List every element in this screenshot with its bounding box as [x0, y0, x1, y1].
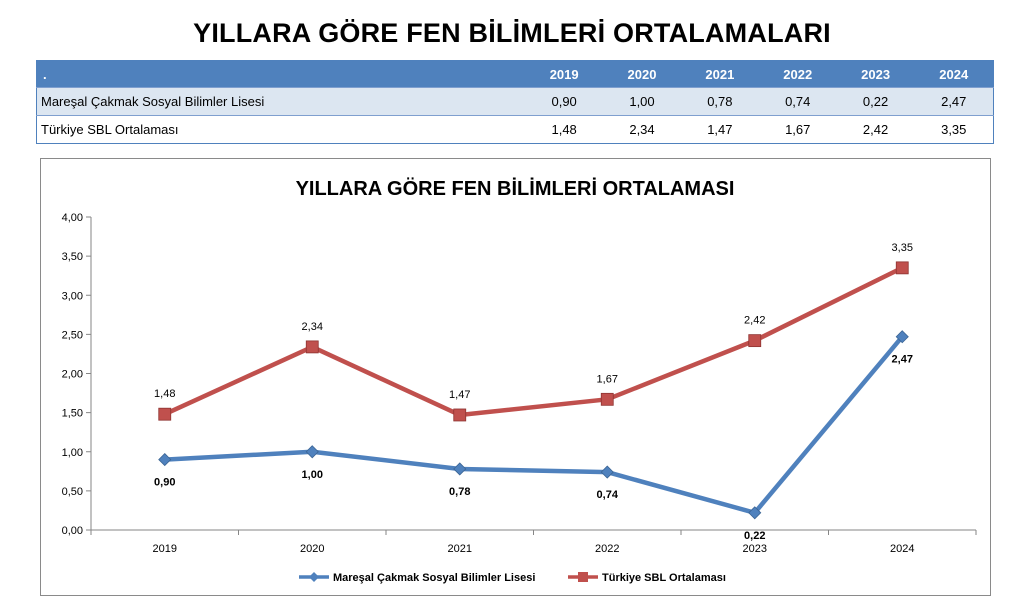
x-tick-label: 2021 [448, 543, 472, 555]
data-label: 0,74 [597, 489, 619, 501]
data-label: 1,00 [302, 469, 323, 481]
series-line [164, 335, 904, 516]
y-tick-label: 2,50 [62, 329, 83, 341]
table-column-header: 2023 [836, 60, 915, 88]
legend-marker-square [578, 572, 588, 582]
y-tick-label: 1,50 [62, 408, 83, 420]
x-tick-label: 2022 [595, 543, 619, 555]
data-point-diamond [895, 330, 909, 344]
chart-title: YILLARA GÖRE FEN BİLİMLERİ ORTALAMASI [296, 177, 735, 200]
x-tick-label: 2024 [890, 543, 914, 555]
data-label: 0,78 [449, 486, 470, 498]
data-label: 2,34 [302, 321, 323, 333]
x-tick-label: 2019 [153, 543, 177, 555]
legend-label: Mareşal Çakmak Sosyal Bilimler Lisesi [333, 572, 535, 584]
table-cell: 0,74 [758, 87, 837, 116]
data-label: 2,47 [892, 354, 913, 366]
x-tick-label: 2020 [300, 543, 324, 555]
data-label: 0,90 [154, 477, 175, 489]
table-cell: 2,47 [914, 87, 994, 116]
data-point-square [600, 392, 614, 406]
data-label: 1,48 [154, 388, 175, 400]
table-column-header: 2022 [758, 60, 837, 88]
table-column-header: 2020 [603, 60, 681, 88]
page-title: YILLARA GÖRE FEN BİLİMLERİ ORTALAMALARI [193, 18, 831, 48]
data-table: . 2019 2020 2021 2022 2023 2024 Mareşal … [36, 60, 994, 144]
data-point-diamond [305, 445, 319, 459]
table-column-header: 2021 [680, 60, 759, 88]
y-tick-label: 4,00 [62, 212, 83, 224]
data-point-diamond [748, 506, 762, 520]
data-point-square [158, 407, 172, 421]
table-corner-cell: . [36, 60, 526, 88]
legend-label: Türkiye SBL Ortalaması [602, 572, 726, 584]
data-point-square [895, 261, 909, 275]
table-cell: 0,22 [836, 87, 915, 116]
table-cell: 2,34 [603, 115, 681, 144]
y-tick-label: 3,50 [62, 251, 83, 263]
legend-marker-diamond [309, 572, 319, 582]
y-tick-label: 3,00 [62, 290, 83, 302]
data-point-square [305, 340, 319, 354]
table-cell: 1,47 [680, 115, 759, 144]
table-cell: 3,35 [914, 115, 994, 144]
x-tick-label: 2023 [743, 543, 767, 555]
y-tick-label: 2,00 [62, 369, 83, 381]
data-label: 0,22 [744, 530, 765, 542]
series-line [163, 265, 904, 418]
data-point-square [453, 408, 467, 422]
data-label: 1,67 [597, 373, 618, 385]
table-column-header: 2019 [525, 60, 604, 88]
table-cell: 0,90 [525, 87, 604, 116]
data-label: 3,35 [892, 242, 913, 254]
data-label: 1,47 [449, 389, 470, 401]
table-row-label: Mareşal Çakmak Sosyal Bilimler Lisesi [36, 87, 526, 116]
data-point-diamond [453, 462, 467, 476]
line-chart: YILLARA GÖRE FEN BİLİMLERİ ORTALAMASI 0,… [62, 177, 977, 584]
data-point-diamond [600, 465, 614, 479]
table-column-header: 2024 [914, 60, 994, 88]
table-cell: 1,48 [525, 115, 604, 144]
data-point-diamond [158, 453, 172, 467]
table-cell: 1,00 [603, 87, 681, 116]
data-point-square [748, 334, 762, 348]
table-row: Türkiye SBL Ortalaması 1,48 2,34 1,47 1,… [36, 115, 994, 144]
table-cell: 0,78 [680, 87, 759, 116]
table-row-label: Türkiye SBL Ortalaması [36, 115, 526, 144]
chart-container: YILLARA GÖRE FEN BİLİMLERİ ORTALAMASI 0,… [40, 158, 991, 596]
y-tick-label: 0,50 [62, 486, 83, 498]
y-tick-label: 0,00 [62, 525, 83, 537]
y-tick-label: 1,00 [62, 447, 83, 459]
table-row: Mareşal Çakmak Sosyal Bilimler Lisesi 0,… [36, 87, 994, 116]
table-cell: 1,67 [758, 115, 837, 144]
table-header-row: . 2019 2020 2021 2022 2023 2024 [36, 60, 994, 88]
table-cell: 2,42 [836, 115, 915, 144]
data-label: 2,42 [744, 315, 765, 327]
